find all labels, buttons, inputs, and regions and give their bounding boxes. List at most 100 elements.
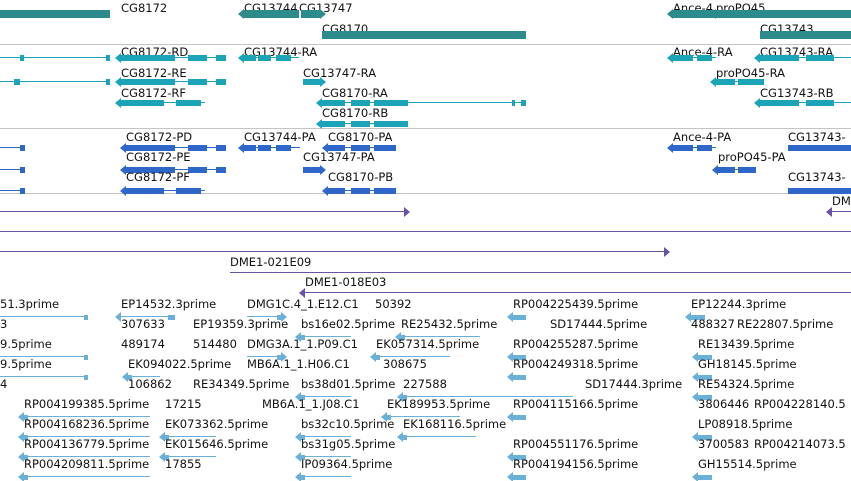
feature-glyph[interactable] [295, 470, 351, 481]
feature-glyph[interactable] [0, 141, 25, 155]
feature-glyph[interactable] [692, 350, 712, 364]
feature-label[interactable]: CG13743- [788, 170, 846, 184]
feature-label[interactable]: 308675 [383, 357, 427, 371]
feature-label[interactable]: RP004214073.5 [754, 437, 846, 451]
feature-glyph[interactable] [692, 370, 712, 384]
feature-label[interactable]: RP004255287.5prime [513, 337, 639, 351]
feature-glyph[interactable] [0, 163, 25, 177]
feature-glyph[interactable] [685, 310, 705, 324]
feature-glyph[interactable] [322, 141, 396, 155]
feature-glyph[interactable] [295, 450, 351, 464]
feature-label[interactable]: RP004115166.5prime [513, 397, 639, 411]
feature-glyph[interactable] [507, 350, 526, 364]
feature-label[interactable]: MB6A.1_1.H06.C1 [247, 357, 350, 371]
feature-label[interactable]: RE13439.5prime [698, 337, 795, 351]
feature-label[interactable]: CG13747-RA [303, 66, 377, 80]
feature-glyph[interactable] [238, 51, 299, 65]
feature-glyph[interactable] [788, 184, 851, 198]
feature-label[interactable]: CG8172-PF [126, 170, 190, 184]
feature-glyph[interactable] [295, 390, 351, 404]
feature-label[interactable]: DME1-018E03 [305, 275, 387, 289]
feature-label[interactable]: bs32c10.5prime [301, 417, 395, 431]
feature-label[interactable]: GH15514.5prime [698, 457, 797, 471]
feature-label[interactable]: RP004225439.5prime [513, 297, 639, 311]
feature-label[interactable]: RE22807.5prime [737, 317, 834, 331]
feature-glyph[interactable] [120, 141, 226, 155]
feature-label[interactable]: CG8172-RF [121, 86, 186, 100]
feature-label[interactable]: MB6A.1_1.J08.C1 [262, 397, 360, 411]
feature-label[interactable]: IP09364.5prime [301, 457, 393, 471]
feature-glyph[interactable] [0, 245, 670, 259]
feature-label[interactable]: 17215 [165, 397, 202, 411]
feature-glyph[interactable] [0, 370, 88, 384]
feature-glyph[interactable] [397, 430, 476, 444]
feature-glyph[interactable] [381, 410, 460, 424]
feature-glyph[interactable] [0, 184, 25, 198]
feature-label[interactable]: DMG3A.1_1.P09.C1 [247, 337, 358, 351]
feature-glyph[interactable] [826, 205, 851, 219]
feature-glyph[interactable] [322, 184, 396, 198]
feature-glyph[interactable] [247, 310, 287, 324]
feature-label[interactable]: 4 [0, 377, 8, 391]
feature-label[interactable]: DME1-021E09 [230, 255, 312, 269]
feature-label[interactable]: CG8172-RE [121, 66, 187, 80]
feature-glyph[interactable] [692, 390, 712, 404]
feature-label[interactable]: proPO45-PA [718, 150, 786, 164]
feature-glyph[interactable] [692, 430, 712, 444]
feature-glyph[interactable] [692, 470, 712, 481]
feature-glyph[interactable] [159, 450, 216, 464]
feature-glyph[interactable] [18, 410, 150, 424]
feature-glyph[interactable] [0, 225, 851, 239]
feature-label[interactable]: 489174 [121, 337, 165, 351]
feature-glyph[interactable] [115, 51, 226, 65]
feature-label[interactable]: CG8170-RA [322, 86, 388, 100]
feature-label[interactable]: EP19359.3prime [193, 317, 289, 331]
feature-label[interactable]: 514480 [193, 337, 237, 351]
feature-glyph[interactable] [159, 430, 216, 444]
feature-glyph[interactable] [122, 370, 160, 384]
feature-label[interactable]: EK015646.5prime [165, 437, 269, 451]
feature-glyph[interactable] [238, 141, 300, 155]
feature-glyph[interactable] [115, 310, 175, 324]
feature-label[interactable]: EK168116.5prime [403, 417, 507, 431]
feature-glyph[interactable] [295, 430, 351, 444]
feature-glyph[interactable] [710, 75, 764, 89]
feature-glyph[interactable] [230, 266, 851, 280]
feature-glyph[interactable] [299, 286, 851, 300]
feature-glyph[interactable] [507, 470, 526, 481]
feature-label[interactable]: CG8172-PD [126, 130, 193, 144]
feature-glyph[interactable] [667, 51, 716, 65]
feature-glyph[interactable] [316, 117, 408, 131]
feature-glyph[interactable] [0, 75, 110, 89]
feature-glyph[interactable] [18, 430, 150, 444]
feature-label[interactable]: 307633 [121, 317, 165, 331]
feature-glyph[interactable] [0, 205, 410, 219]
feature-glyph[interactable] [712, 163, 756, 177]
feature-label[interactable]: RP004551176.5prime [513, 437, 639, 451]
feature-label[interactable]: RE34349.5prime [193, 377, 290, 391]
feature-label[interactable]: DMG1C.4_1.E12.C1 [247, 297, 359, 311]
feature-label[interactable]: 9.5prime [0, 357, 52, 371]
feature-label[interactable]: 227588 [403, 377, 447, 391]
feature-label[interactable]: 488327 [691, 317, 735, 331]
feature-label[interactable]: 51.3prime [0, 297, 60, 311]
feature-label[interactable]: EK073362.5prime [165, 417, 269, 431]
feature-glyph[interactable] [238, 7, 299, 21]
feature-label[interactable]: CG8170-PA [328, 130, 393, 144]
feature-glyph[interactable] [667, 141, 716, 155]
feature-glyph[interactable] [766, 7, 851, 21]
feature-glyph[interactable] [18, 470, 150, 481]
feature-glyph[interactable] [507, 310, 526, 324]
feature-glyph[interactable] [507, 450, 526, 464]
feature-glyph[interactable] [0, 350, 88, 364]
feature-label[interactable]: CG13743- [788, 130, 846, 144]
feature-label[interactable]: EP12244.3prime [691, 297, 787, 311]
feature-label[interactable]: RP004136779.5prime [24, 437, 150, 451]
feature-label[interactable]: proPO45-RA [716, 66, 785, 80]
feature-label[interactable]: DME [832, 194, 851, 208]
feature-glyph[interactable] [18, 450, 150, 464]
feature-glyph[interactable] [710, 7, 766, 21]
feature-label[interactable]: RP004168236.5prime [24, 417, 150, 431]
feature-label[interactable]: RP004249318.5prime [513, 357, 639, 371]
feature-label[interactable]: RE54324.5prime [698, 377, 795, 391]
